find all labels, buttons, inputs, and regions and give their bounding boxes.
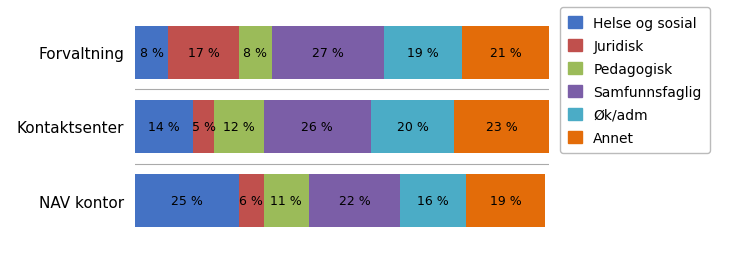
Text: 19 %: 19 %	[407, 47, 438, 60]
Text: 8 %: 8 %	[244, 47, 267, 60]
Text: 14 %: 14 %	[148, 121, 180, 133]
Bar	[193, 100, 214, 154]
Bar	[264, 100, 371, 154]
Text: 6 %: 6 %	[239, 194, 263, 207]
Bar	[239, 174, 264, 227]
Text: 27 %: 27 %	[312, 47, 344, 60]
Bar	[400, 174, 466, 227]
Bar	[371, 100, 453, 154]
Bar	[214, 100, 264, 154]
Bar	[466, 174, 544, 227]
Text: 17 %: 17 %	[188, 47, 220, 60]
Bar	[264, 174, 309, 227]
Text: 22 %: 22 %	[338, 194, 371, 207]
Text: 11 %: 11 %	[271, 194, 302, 207]
Bar	[239, 27, 272, 80]
Bar	[309, 174, 400, 227]
Text: 19 %: 19 %	[490, 194, 521, 207]
Text: 8 %: 8 %	[140, 47, 164, 60]
Text: 25 %: 25 %	[171, 194, 203, 207]
Text: 5 %: 5 %	[192, 121, 216, 133]
Text: 26 %: 26 %	[302, 121, 333, 133]
Text: 23 %: 23 %	[486, 121, 517, 133]
Bar	[135, 174, 239, 227]
Bar	[168, 27, 239, 80]
Bar	[135, 100, 193, 154]
Bar	[135, 27, 168, 80]
Text: 20 %: 20 %	[396, 121, 429, 133]
Bar	[384, 27, 462, 80]
Bar	[271, 27, 384, 80]
Legend: Helse og sosial, Juridisk, Pedagogisk, Samfunnsfaglig, Øk/adm, Annet: Helse og sosial, Juridisk, Pedagogisk, S…	[560, 8, 710, 153]
Text: 16 %: 16 %	[417, 194, 449, 207]
Bar	[453, 100, 549, 154]
Bar	[462, 27, 549, 80]
Text: 21 %: 21 %	[490, 47, 521, 60]
Text: 12 %: 12 %	[223, 121, 255, 133]
